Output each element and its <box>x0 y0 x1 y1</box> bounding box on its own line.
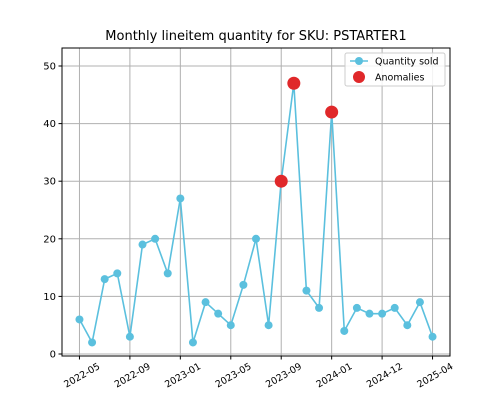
y-tick-label: 10 <box>43 292 56 303</box>
data-point <box>138 240 147 249</box>
data-point <box>100 275 109 284</box>
data-point <box>390 303 399 312</box>
data-point <box>226 321 235 330</box>
legend-marker-swatch <box>355 57 363 65</box>
data-point <box>88 338 97 347</box>
data-point <box>403 321 412 330</box>
data-point <box>378 309 387 318</box>
data-point <box>315 303 324 312</box>
data-point <box>428 332 437 341</box>
data-point <box>214 309 223 318</box>
legend-label-anomalies: Anomalies <box>375 73 425 84</box>
anomaly-point <box>325 105 339 119</box>
legend: Quantity sold Anomalies <box>344 52 446 87</box>
anomaly-point <box>274 174 288 188</box>
legend-label-quantity: Quantity sold <box>375 57 439 68</box>
y-tick-label: 40 <box>43 119 56 130</box>
y-tick-label: 20 <box>43 234 56 245</box>
data-point <box>264 321 273 330</box>
data-point <box>188 338 197 347</box>
data-point <box>151 234 160 243</box>
y-tick-label: 50 <box>43 62 56 73</box>
data-point <box>113 269 122 278</box>
chart-title: Monthly lineitem quantity for SKU: PSTAR… <box>105 29 406 44</box>
data-point <box>163 269 172 278</box>
data-point <box>239 280 248 289</box>
data-point <box>365 309 374 318</box>
y-axis: 0 10 20 30 40 50 <box>43 62 62 361</box>
data-point <box>252 234 260 243</box>
data-point <box>340 326 349 335</box>
anomaly-point <box>287 76 301 90</box>
plot-frame <box>61 47 451 357</box>
series-anomalies <box>274 76 339 188</box>
data-point <box>176 194 185 203</box>
y-tick-label: 0 <box>50 350 56 361</box>
data-point <box>302 286 311 295</box>
data-point <box>352 303 361 312</box>
legend-box <box>344 52 446 87</box>
data-point <box>125 332 134 341</box>
legend-anomaly-swatch <box>353 71 365 83</box>
y-tick-label: 30 <box>43 177 56 188</box>
data-point <box>415 298 424 307</box>
data-point <box>75 315 84 324</box>
data-point <box>201 298 210 307</box>
